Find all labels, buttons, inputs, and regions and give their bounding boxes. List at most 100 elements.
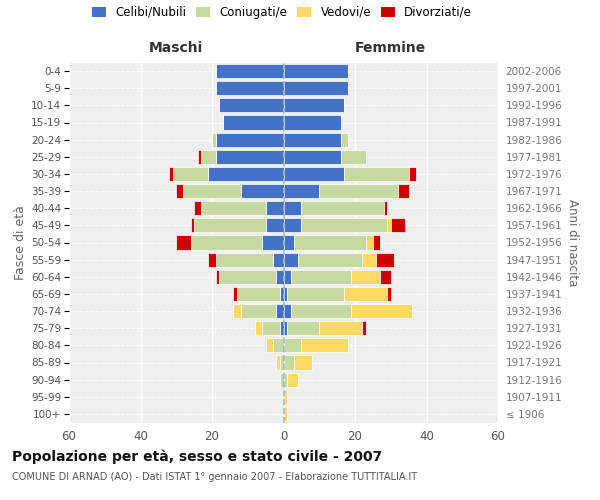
Bar (255, 321, 262, 335)
Bar (380, 270, 391, 284)
Bar (344, 167, 409, 181)
Bar (284, 201, 301, 215)
Bar (191, 218, 194, 232)
Bar (284, 356, 294, 370)
Bar (215, 81, 284, 95)
Bar (280, 356, 284, 370)
Bar (219, 270, 277, 284)
Bar (284, 132, 341, 146)
Bar (184, 184, 241, 198)
Y-axis label: Anni di nascita: Anni di nascita (566, 199, 579, 286)
Bar (198, 150, 201, 164)
Bar (284, 184, 319, 198)
Bar (284, 116, 341, 130)
Y-axis label: Fasce di età: Fasce di età (14, 205, 27, 280)
Bar (241, 304, 277, 318)
Bar (201, 150, 215, 164)
Bar (376, 252, 394, 266)
Bar (284, 252, 298, 266)
Bar (294, 236, 366, 250)
Bar (284, 150, 341, 164)
Bar (284, 390, 287, 404)
Bar (284, 287, 287, 301)
Bar (273, 252, 284, 266)
Bar (208, 167, 284, 181)
Bar (284, 167, 344, 181)
Bar (290, 304, 352, 318)
Bar (352, 304, 412, 318)
Bar (201, 201, 266, 215)
Bar (277, 270, 284, 284)
Bar (176, 184, 184, 198)
Bar (277, 356, 280, 370)
Bar (352, 270, 380, 284)
Text: COMUNE DI ARNAD (AO) - Dati ISTAT 1° gennaio 2007 - Elaborazione TUTTITALIA.IT: COMUNE DI ARNAD (AO) - Dati ISTAT 1° gen… (12, 472, 417, 482)
Bar (287, 321, 319, 335)
Bar (383, 201, 387, 215)
Bar (284, 270, 290, 284)
Bar (319, 184, 398, 198)
Bar (208, 252, 215, 266)
Bar (294, 356, 312, 370)
Bar (366, 236, 373, 250)
Bar (223, 116, 284, 130)
Bar (301, 218, 387, 232)
Bar (284, 64, 348, 78)
Bar (387, 287, 391, 301)
Bar (215, 64, 284, 78)
Text: Popolazione per età, sesso e stato civile - 2007: Popolazione per età, sesso e stato civil… (12, 450, 382, 464)
Bar (215, 270, 219, 284)
Bar (284, 218, 301, 232)
Bar (266, 218, 284, 232)
Bar (241, 184, 284, 198)
Bar (387, 218, 391, 232)
Bar (284, 98, 344, 112)
Bar (409, 167, 416, 181)
Bar (362, 321, 366, 335)
Bar (287, 372, 298, 386)
Bar (290, 270, 352, 284)
Bar (319, 321, 362, 335)
Bar (169, 167, 173, 181)
Bar (215, 150, 284, 164)
Bar (173, 167, 208, 181)
Bar (262, 236, 284, 250)
Bar (284, 372, 287, 386)
Text: Femmine: Femmine (355, 41, 427, 55)
Bar (362, 252, 376, 266)
Bar (284, 236, 294, 250)
Bar (373, 236, 380, 250)
Bar (301, 201, 383, 215)
Bar (298, 252, 362, 266)
Bar (391, 218, 405, 232)
Bar (284, 304, 290, 318)
Bar (212, 132, 215, 146)
Bar (219, 98, 284, 112)
Bar (284, 81, 348, 95)
Bar (341, 132, 348, 146)
Bar (284, 407, 287, 421)
Legend: Celibi/Nubili, Coniugati/e, Vedovi/e, Divorziati/e: Celibi/Nubili, Coniugati/e, Vedovi/e, Di… (92, 6, 472, 19)
Bar (266, 338, 273, 352)
Bar (194, 201, 201, 215)
Bar (344, 287, 387, 301)
Bar (398, 184, 409, 198)
Bar (277, 304, 284, 318)
Bar (194, 218, 266, 232)
Bar (301, 338, 348, 352)
Bar (262, 321, 280, 335)
Bar (280, 372, 284, 386)
Bar (215, 252, 273, 266)
Bar (280, 287, 284, 301)
Bar (176, 236, 191, 250)
Bar (237, 287, 280, 301)
Bar (191, 236, 262, 250)
Bar (266, 201, 284, 215)
Bar (287, 287, 344, 301)
Bar (215, 132, 284, 146)
Bar (273, 338, 284, 352)
Bar (284, 321, 287, 335)
Bar (280, 321, 284, 335)
Bar (341, 150, 366, 164)
Bar (284, 338, 301, 352)
